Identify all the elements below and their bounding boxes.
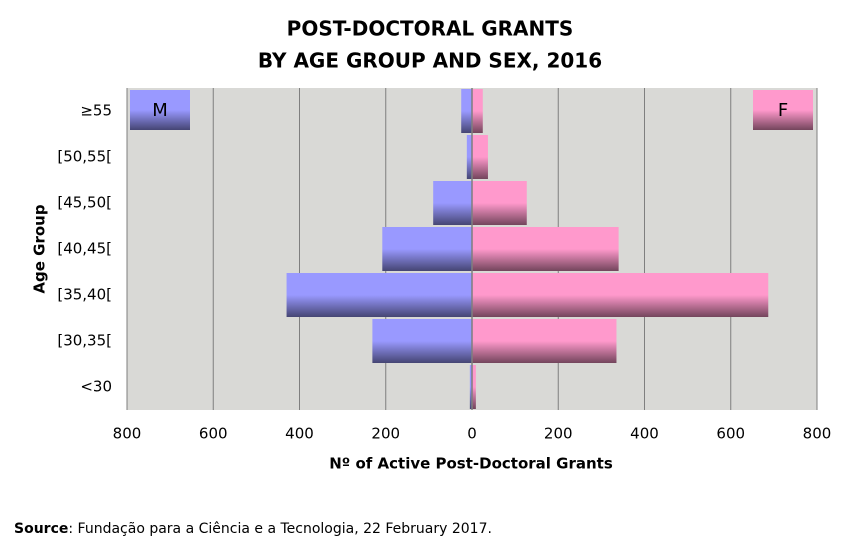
bar — [472, 365, 476, 409]
bar — [461, 89, 472, 133]
x-tick-label: 800 — [113, 425, 142, 443]
legend-label: M — [152, 100, 168, 121]
x-axis-label: Nº of Active Post-Doctoral Grants — [329, 455, 613, 473]
bar — [466, 135, 472, 179]
y-tick-label: ≥55 — [80, 102, 112, 120]
source-label: Source — [14, 521, 68, 537]
x-tick-label: 200 — [371, 425, 400, 443]
y-tick-label: [40,45[ — [57, 240, 112, 258]
chart-title: POST-DOCTORAL GRANTS — [287, 17, 574, 41]
y-axis-label: Age Group — [31, 204, 49, 293]
x-tick-label: 200 — [544, 425, 573, 443]
bar — [433, 181, 472, 225]
y-tick-label: [45,50[ — [57, 194, 112, 212]
bar — [472, 89, 483, 133]
y-tick-label: <30 — [80, 378, 112, 396]
legend-swatch — [130, 90, 190, 130]
bar — [286, 273, 472, 317]
bar — [472, 135, 488, 179]
legend-label: F — [778, 100, 788, 121]
y-tick-label: [30,35[ — [57, 332, 112, 350]
x-tick-label: 0 — [467, 425, 477, 443]
bar — [382, 227, 472, 271]
chart-title: BY AGE GROUP AND SEX, 2016 — [258, 49, 602, 73]
y-tick-label: [35,40[ — [57, 286, 112, 304]
bar — [472, 181, 527, 225]
source: Source: Fundação para a Ciência e a Tecn… — [14, 521, 492, 537]
bar — [372, 319, 472, 363]
source-text: : Fundação para a Ciência e a Tecnologia… — [68, 521, 492, 537]
x-tick-label: 400 — [630, 425, 659, 443]
x-tick-label: 800 — [803, 425, 832, 443]
y-tick-label: [50,55[ — [57, 148, 112, 166]
bar — [472, 319, 617, 363]
legend-swatch — [753, 90, 813, 130]
bar — [472, 273, 769, 317]
bar — [469, 365, 472, 409]
bar — [472, 227, 619, 271]
x-tick-label: 600 — [716, 425, 745, 443]
x-tick-label: 600 — [199, 425, 228, 443]
x-tick-label: 400 — [285, 425, 314, 443]
